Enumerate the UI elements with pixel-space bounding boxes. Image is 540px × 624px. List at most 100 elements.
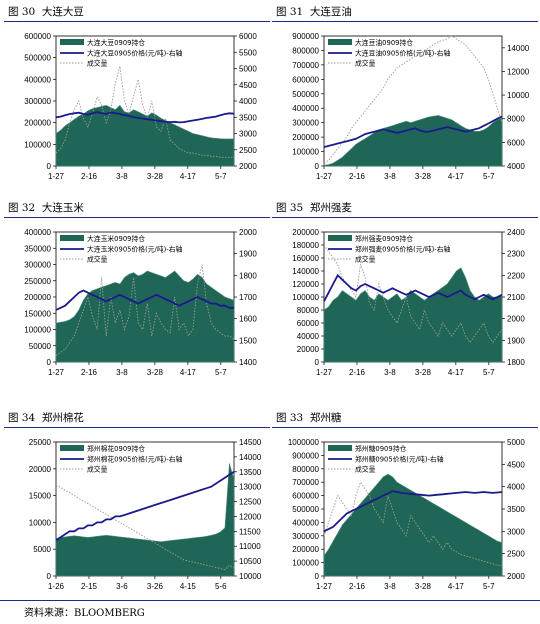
open-interest-area [323,267,503,363]
price-line [323,115,503,148]
y2-tick-label: 1400 [239,358,257,367]
x-tick-label: 2-15 [81,582,98,591]
y-tick-label: 1000000 [288,438,320,447]
y-tick-label: 0 [47,572,52,581]
y2-tick-label: 2500 [507,550,525,559]
y-tick-label: 120000 [292,280,319,289]
y-tick-label: 160000 [292,254,319,263]
x-tick-label: 1-27 [316,368,333,377]
x-tick-label: 2-16 [81,368,98,377]
y-tick-label: 400000 [24,75,51,84]
legend-label-volume: 成交量 [87,255,108,264]
y-tick-label: 100000 [24,326,51,335]
volume-line [55,484,235,571]
y-tick-label: 100000 [24,140,51,149]
y2-tick-label: 5000 [507,438,525,447]
y-tick-label: 200000 [292,133,319,142]
y2-tick-label: 3000 [239,130,257,139]
figure-title: 图 32 大连玉米 [4,200,270,218]
x-tick-label: 4-17 [448,368,465,377]
price-line [55,471,235,542]
y2-tick-label: 6000 [507,138,525,147]
x-tick-label: 4-15 [180,582,197,591]
x-tick-label: 1-27 [48,368,65,377]
y-tick-label: 0 [315,358,320,367]
y-tick-label: 400000 [292,518,319,527]
y-tick-label: 400000 [292,104,319,113]
y2-tick-label: 1900 [239,250,257,259]
y2-tick-label: 2500 [239,146,257,155]
legend-label-open-interest: 郑州棉花0909持仓 [87,444,145,453]
x-tick-label: 4-17 [180,368,197,377]
chart: 0 100000 200000 300000 400000 500000 600000 200… [24,32,257,181]
y-tick-label: 600000 [292,492,319,501]
y-tick-label: 800000 [292,46,319,55]
y-tick-label: 700000 [292,478,319,487]
x-tick-label: 3-8 [384,172,396,181]
figure-title: 图 34 郑州棉花 [4,410,270,428]
open-interest-area [323,115,503,167]
legend-label-open-interest: 大连豆油0909持仓 [355,38,413,47]
y-tick-label: 140000 [292,267,319,276]
y-tick-label: 20000 [297,345,320,354]
y-tick-label: 300000 [24,261,51,270]
x-tick-label: 3-6 [116,582,128,591]
y-tick-label: 20000 [29,465,52,474]
open-interest-area [323,473,503,577]
legend-label-price: 郑州棉花0905价格(元/吨)-右轴 [87,455,183,464]
y2-tick-label: 2300 [507,250,525,259]
legend-label-volume: 成交量 [355,465,376,474]
legend-swatch-open-interest [328,235,352,241]
legend-label-price: 郑州强麦0905价格(元/吨)-右轴 [355,245,451,254]
legend-swatch-open-interest [60,445,84,451]
y2-tick-label: 4500 [239,81,257,90]
chart: 0 5000 10000 15000 20000 25000 10000 10500 11000… [29,438,262,591]
volume-line [323,244,503,344]
y2-tick-label: 1500 [239,336,257,345]
y2-tick-label: 2100 [507,293,525,302]
x-tick-label: 3-28 [415,582,432,591]
y2-tick-label: 1800 [507,358,525,367]
y2-tick-label: 14500 [239,438,262,447]
x-tick-label: 3-28 [415,368,432,377]
y-tick-label: 150000 [24,309,51,318]
y-tick-label: 900000 [292,451,319,460]
y2-tick-label: 13000 [239,483,262,492]
y-tick-label: 250000 [24,277,51,286]
y2-tick-label: 4500 [507,460,525,469]
y2-tick-label: 4000 [507,483,525,492]
x-tick-label: 4-17 [180,172,197,181]
chart: 0 20000 40000 60000 80000 100000 120000 140000 1… [292,228,525,377]
y2-tick-label: 14000 [239,453,262,462]
y2-tick-label: 2200 [507,271,525,280]
y-tick-label: 5000 [33,545,51,554]
y-tick-label: 180000 [292,241,319,250]
x-tick-label: 3-28 [147,172,164,181]
y2-tick-label: 1700 [239,293,257,302]
legend-label-volume: 成交量 [355,255,376,264]
y-tick-label: 200000 [24,293,51,302]
figure-title: 图 30 大连大豆 [4,4,270,22]
y2-tick-label: 3000 [507,527,525,536]
y2-tick-label: 12000 [507,67,530,76]
y2-tick-label: 4000 [239,97,257,106]
figure-title: 图 35 郑州强麦 [272,200,538,218]
y2-tick-label: 1600 [239,315,257,324]
y-tick-label: 0 [315,162,320,171]
y2-tick-label: 1800 [239,271,257,280]
x-tick-label: 1-27 [316,172,333,181]
y-tick-label: 400000 [24,228,51,237]
legend-swatch-open-interest [60,39,84,45]
x-tick-label: 5-6 [215,582,227,591]
legend-swatch-open-interest [328,445,352,451]
y2-tick-label: 11000 [239,542,261,551]
x-tick-label: 5-7 [215,368,227,377]
figure-title: 图 33 郑州糖 [272,410,538,428]
legend-label-price: 大连大豆0905价格(元/吨)-右轴 [87,49,183,58]
y-tick-label: 0 [315,572,320,581]
y-tick-label: 350000 [24,244,51,253]
x-tick-label: 3-8 [384,368,396,377]
x-tick-label: 3-28 [147,368,164,377]
legend-label-open-interest: 郑州糖0909持仓 [355,444,406,453]
x-tick-label: 1-26 [48,582,65,591]
